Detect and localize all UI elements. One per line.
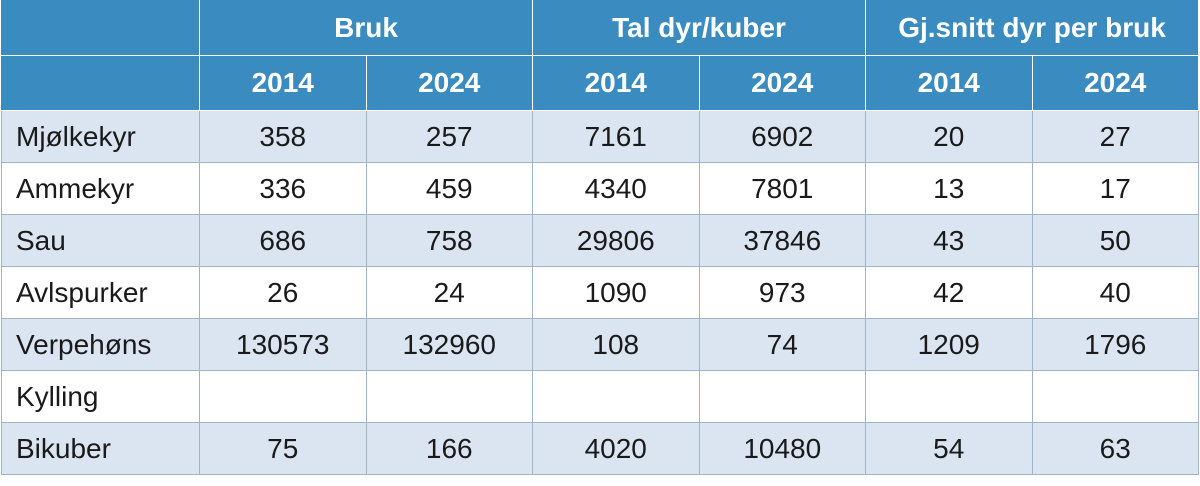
- value-cell: 54: [865, 422, 1033, 475]
- table-row: Bikuber 75 166 4020 10480 54 63: [1, 422, 1199, 475]
- value-cell: 108: [532, 318, 700, 371]
- row-label: Mjølkekyr: [1, 110, 200, 163]
- table-body: Mjølkekyr 358 257 7161 6902 20 27 Ammekyr 336 459…: [1, 110, 1199, 475]
- value-cell: 74: [698, 318, 866, 371]
- value-cell: 42: [865, 266, 1033, 319]
- value-cell: 336: [199, 162, 367, 215]
- table-row: Sau 686 758 29806 37846 43 50: [1, 214, 1199, 267]
- table-row: Kylling: [1, 370, 1199, 423]
- year-header-row: 2014 2024 2014 2024 2014 2024: [1, 55, 1199, 111]
- value-cell: 24: [365, 266, 533, 319]
- value-cell: 37846: [698, 214, 866, 267]
- value-cell: 43: [865, 214, 1033, 267]
- year-header: 2014: [532, 55, 700, 111]
- value-cell: 40: [1031, 266, 1199, 319]
- value-cell: 973: [698, 266, 866, 319]
- row-label: Ammekyr: [1, 162, 200, 215]
- value-cell: 132960: [365, 318, 533, 371]
- value-cell: 1090: [532, 266, 700, 319]
- value-cell: [532, 370, 700, 423]
- value-cell: 459: [365, 162, 533, 215]
- value-cell: [698, 370, 866, 423]
- table-row: Avlspurker 26 24 1090 973 42 40: [1, 266, 1199, 319]
- value-cell: 50: [1031, 214, 1199, 267]
- value-cell: 686: [199, 214, 367, 267]
- row-label: Sau: [1, 214, 200, 267]
- value-cell: 166: [365, 422, 533, 475]
- value-cell: 10480: [698, 422, 866, 475]
- row-label: Kylling: [1, 370, 200, 423]
- value-cell: 358: [199, 110, 367, 163]
- value-cell: 7161: [532, 110, 700, 163]
- value-cell: 29806: [532, 214, 700, 267]
- table-row: Verpehøns 130573 132960 108 74 1209 1796: [1, 318, 1199, 371]
- value-cell: 75: [199, 422, 367, 475]
- value-cell: [1031, 370, 1199, 423]
- value-cell: 6902: [698, 110, 866, 163]
- value-cell: 13: [865, 162, 1033, 215]
- value-cell: [199, 370, 367, 423]
- group-header: Tal dyr/kuber: [532, 0, 866, 56]
- value-cell: 257: [365, 110, 533, 163]
- table-row: Mjølkekyr 358 257 7161 6902 20 27: [1, 110, 1199, 163]
- value-cell: 1796: [1031, 318, 1199, 371]
- row-label: Bikuber: [1, 422, 200, 475]
- group-header: Bruk: [199, 0, 533, 56]
- value-cell: 130573: [199, 318, 367, 371]
- value-cell: 27: [1031, 110, 1199, 163]
- table-header: Bruk Tal dyr/kuber Gj.snitt dyr per bruk 2…: [1, 0, 1199, 111]
- corner-cell: [1, 55, 200, 111]
- row-label: Verpehøns: [1, 318, 200, 371]
- year-header: 2024: [1031, 55, 1199, 111]
- value-cell: 63: [1031, 422, 1199, 475]
- table-row: Ammekyr 336 459 4340 7801 13 17: [1, 162, 1199, 215]
- value-cell: 20: [865, 110, 1033, 163]
- value-cell: 1209: [865, 318, 1033, 371]
- value-cell: 4340: [532, 162, 700, 215]
- value-cell: 17: [1031, 162, 1199, 215]
- group-header-row: Bruk Tal dyr/kuber Gj.snitt dyr per bruk: [1, 0, 1199, 56]
- year-header: 2024: [365, 55, 533, 111]
- data-table: Bruk Tal dyr/kuber Gj.snitt dyr per bruk 2…: [1, 0, 1199, 475]
- value-cell: [365, 370, 533, 423]
- value-cell: [865, 370, 1033, 423]
- value-cell: 26: [199, 266, 367, 319]
- row-label: Avlspurker: [1, 266, 200, 319]
- value-cell: 7801: [698, 162, 866, 215]
- year-header: 2014: [199, 55, 367, 111]
- corner-cell: [1, 0, 200, 56]
- value-cell: 758: [365, 214, 533, 267]
- year-header: 2014: [865, 55, 1033, 111]
- year-header: 2024: [698, 55, 866, 111]
- group-header: Gj.snitt dyr per bruk: [865, 0, 1199, 56]
- value-cell: 4020: [532, 422, 700, 475]
